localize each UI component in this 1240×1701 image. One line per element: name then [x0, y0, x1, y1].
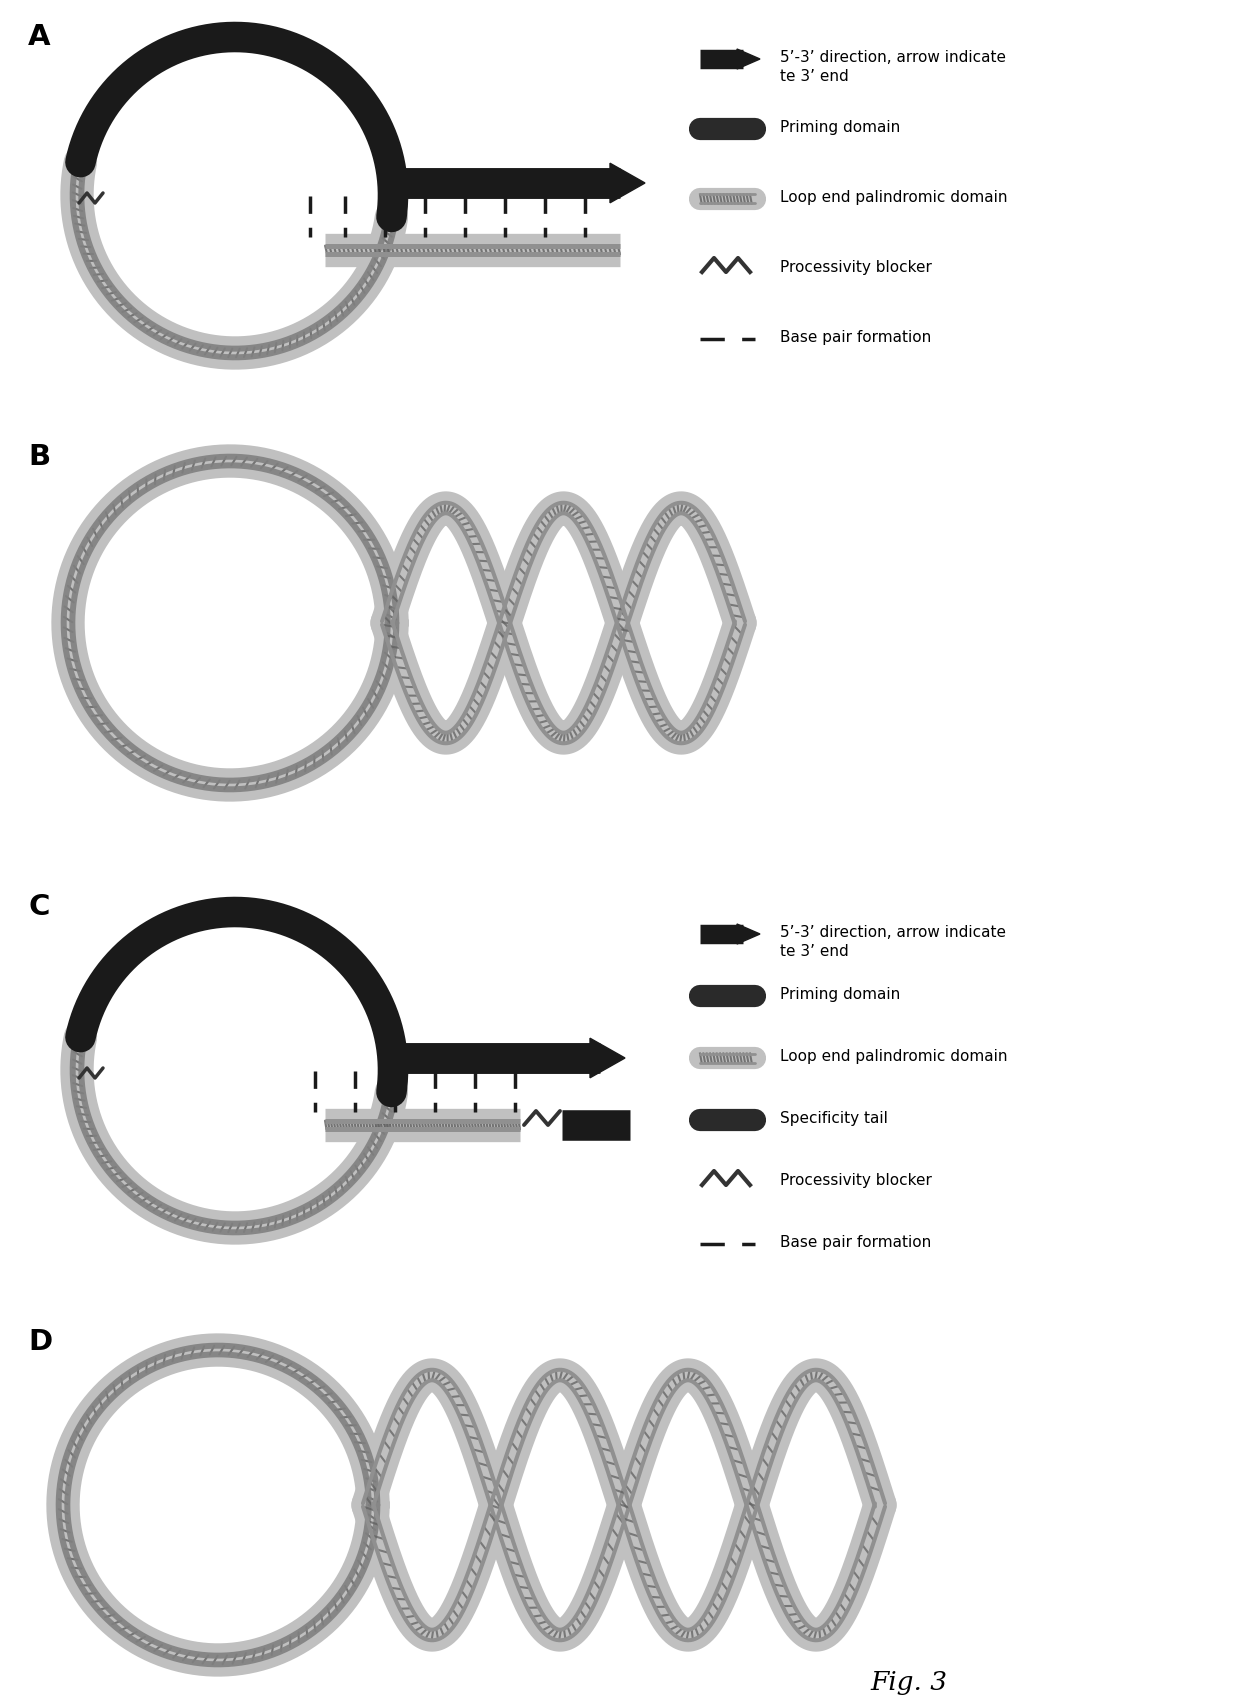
Text: Priming domain: Priming domain — [780, 121, 900, 134]
Text: Base pair formation: Base pair formation — [780, 330, 931, 345]
Text: Processivity blocker: Processivity blocker — [780, 260, 932, 276]
Text: Specificity tail: Specificity tail — [780, 1111, 888, 1126]
Text: Processivity blocker: Processivity blocker — [780, 1174, 932, 1187]
Text: Loop end palindromic domain: Loop end palindromic domain — [780, 191, 1007, 206]
Text: Priming domain: Priming domain — [780, 987, 900, 1002]
Text: B: B — [29, 442, 50, 471]
Polygon shape — [737, 49, 760, 70]
Text: 5’-3’ direction, arrow indicate
te 3’ end: 5’-3’ direction, arrow indicate te 3’ en… — [780, 49, 1006, 83]
Text: 5’-3’ direction, arrow indicate
te 3’ end: 5’-3’ direction, arrow indicate te 3’ en… — [780, 925, 1006, 959]
Text: D: D — [29, 1328, 52, 1356]
Text: Loop end palindromic domain: Loop end palindromic domain — [780, 1050, 1007, 1065]
Text: C: C — [29, 893, 50, 920]
Polygon shape — [610, 163, 645, 202]
Text: Fig. 3: Fig. 3 — [870, 1670, 947, 1694]
Polygon shape — [590, 1038, 625, 1078]
Text: A: A — [29, 24, 51, 51]
Polygon shape — [737, 924, 760, 944]
Text: Base pair formation: Base pair formation — [780, 1235, 931, 1250]
